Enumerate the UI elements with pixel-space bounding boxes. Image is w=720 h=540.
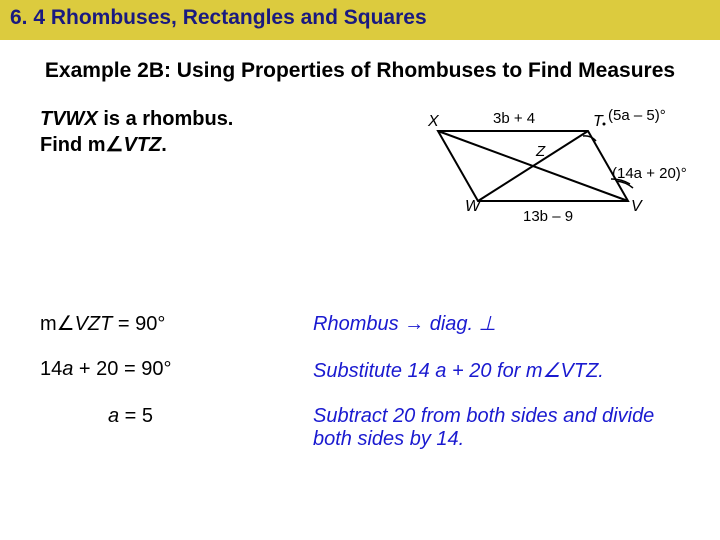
step-row: m∠VZT = 90° Rhombus → diag. ⊥	[40, 311, 690, 336]
prompt-angle-var: VTZ	[123, 134, 161, 156]
label-z: Z	[535, 143, 546, 160]
angle-symbol: ∠	[106, 134, 124, 156]
solution-steps: m∠VZT = 90° Rhombus → diag. ⊥ 14a + 20 =…	[0, 311, 720, 451]
prompt-var: TVWX	[40, 108, 98, 130]
step-statement: a = 5	[40, 405, 313, 428]
angle-dot-top	[603, 123, 606, 126]
right-angle-label: (14a + 20)°	[612, 165, 687, 182]
content-row: TVWX is a rhombus. Find m∠VTZ. X T W V Z…	[0, 106, 720, 251]
top-side-label: 3b + 4	[493, 110, 535, 127]
step-reason: Subtract 20 from both sides and divide b…	[313, 405, 690, 451]
top-angle-label: (5a – 5)°	[608, 107, 666, 124]
label-x: X	[427, 113, 440, 130]
step-row: a = 5 Subtract 20 from both sides and di…	[40, 405, 690, 451]
header-bar: 6. 4 Rhombuses, Rectangles and Squares	[0, 0, 720, 40]
step-statement: m∠VZT = 90°	[40, 311, 313, 336]
step-reason: Substitute 14 a + 20 for m∠VTZ.	[313, 358, 690, 383]
prompt-period: .	[161, 134, 167, 156]
label-v: V	[631, 198, 643, 215]
step-row: 14a + 20 = 90° Substitute 14 a + 20 for …	[40, 358, 690, 383]
rhombus-svg: X T W V Z 3b + 4 (5a – 5)° (14a + 20)° 1…	[378, 106, 678, 246]
label-w: W	[465, 198, 482, 215]
prompt-text1: is a rhombus.	[98, 108, 234, 130]
step-statement: 14a + 20 = 90°	[40, 358, 313, 381]
rhombus-figure: X T W V Z 3b + 4 (5a – 5)° (14a + 20)° 1…	[378, 106, 690, 251]
example-title: Example 2B: Using Properties of Rhombuse…	[0, 58, 720, 84]
prompt-text: TVWX is a rhombus. Find m∠VTZ.	[40, 106, 378, 251]
prompt-find: Find m	[40, 134, 106, 156]
header-title: 6. 4 Rhombuses, Rectangles and Squares	[10, 6, 427, 29]
bottom-side-label: 13b – 9	[523, 208, 573, 225]
step-reason: Rhombus → diag. ⊥	[313, 311, 690, 336]
diagonal-tw	[478, 131, 588, 201]
label-t: T	[593, 113, 604, 130]
